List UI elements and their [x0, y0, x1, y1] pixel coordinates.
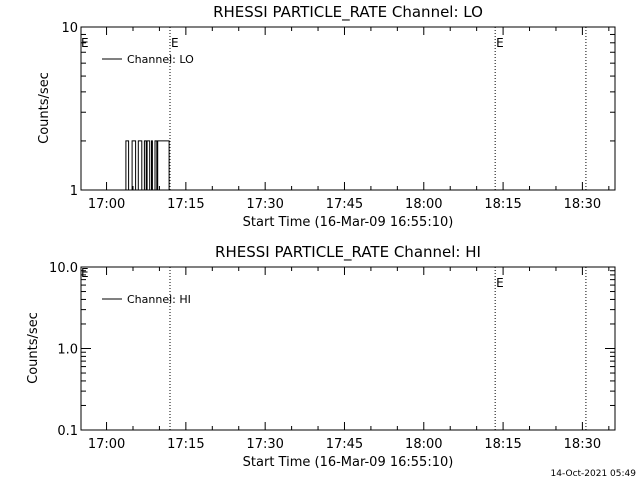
x-axis-label: Start Time (16-Mar-09 16:55:10) [243, 215, 454, 230]
y-tick-label: 0.1 [57, 424, 78, 439]
x-tick-label: 17:15 [167, 197, 204, 212]
x-tick-label: 18:15 [484, 197, 521, 212]
legend-label: Channel: LO [127, 53, 194, 66]
panel-hi: RHESSI PARTICLE_RATE Channel: HI Counts/… [26, 243, 616, 470]
footer-timestamp: 14-Oct-2021 05:49 [551, 469, 637, 479]
legend-label: Channel: HI [127, 293, 191, 306]
x-tick-label: 18:30 [564, 437, 601, 452]
x-tick-label: 17:30 [246, 437, 283, 452]
x-tick-label: 18:00 [405, 197, 442, 212]
x-axis-label: Start Time (16-Mar-09 16:55:10) [243, 455, 454, 470]
left-flag: E [81, 266, 89, 280]
x-tick-label: 18:00 [405, 437, 442, 452]
y-tick-label: 10.0 [49, 261, 78, 276]
y-tick-label: 10 [61, 21, 78, 36]
chart-title: RHESSI PARTICLE_RATE Channel: HI [215, 243, 481, 262]
plot-frame [80, 26, 616, 191]
x-tick-label: 17:00 [88, 197, 125, 212]
panel-lo: RHESSI PARTICLE_RATE Channel: LO Counts/… [37, 3, 616, 230]
y-tick-label: 1 [70, 184, 78, 199]
event-marker-flag: E [496, 276, 504, 290]
legend: Channel: LO [102, 53, 194, 66]
legend: Channel: HI [102, 293, 191, 306]
x-tick-label: 17:15 [167, 437, 204, 452]
x-tick-label: 17:45 [326, 197, 363, 212]
event-marker-flag: E [171, 36, 179, 50]
x-tick-label: 17:45 [326, 437, 363, 452]
x-tick-label: 18:30 [564, 197, 601, 212]
x-tick-label: 18:15 [484, 437, 521, 452]
x-tick-label: 17:30 [246, 197, 283, 212]
y-axis-label: Counts/sec [37, 72, 52, 144]
y-axis-label: Counts/sec [26, 312, 41, 384]
x-tick-label: 17:00 [88, 437, 125, 452]
series-line [123, 140, 171, 191]
y-tick-label: 1.0 [57, 343, 78, 358]
plot-frame [80, 266, 616, 431]
chart-title: RHESSI PARTICLE_RATE Channel: LO [213, 3, 483, 22]
event-marker-flag: E [496, 36, 504, 50]
